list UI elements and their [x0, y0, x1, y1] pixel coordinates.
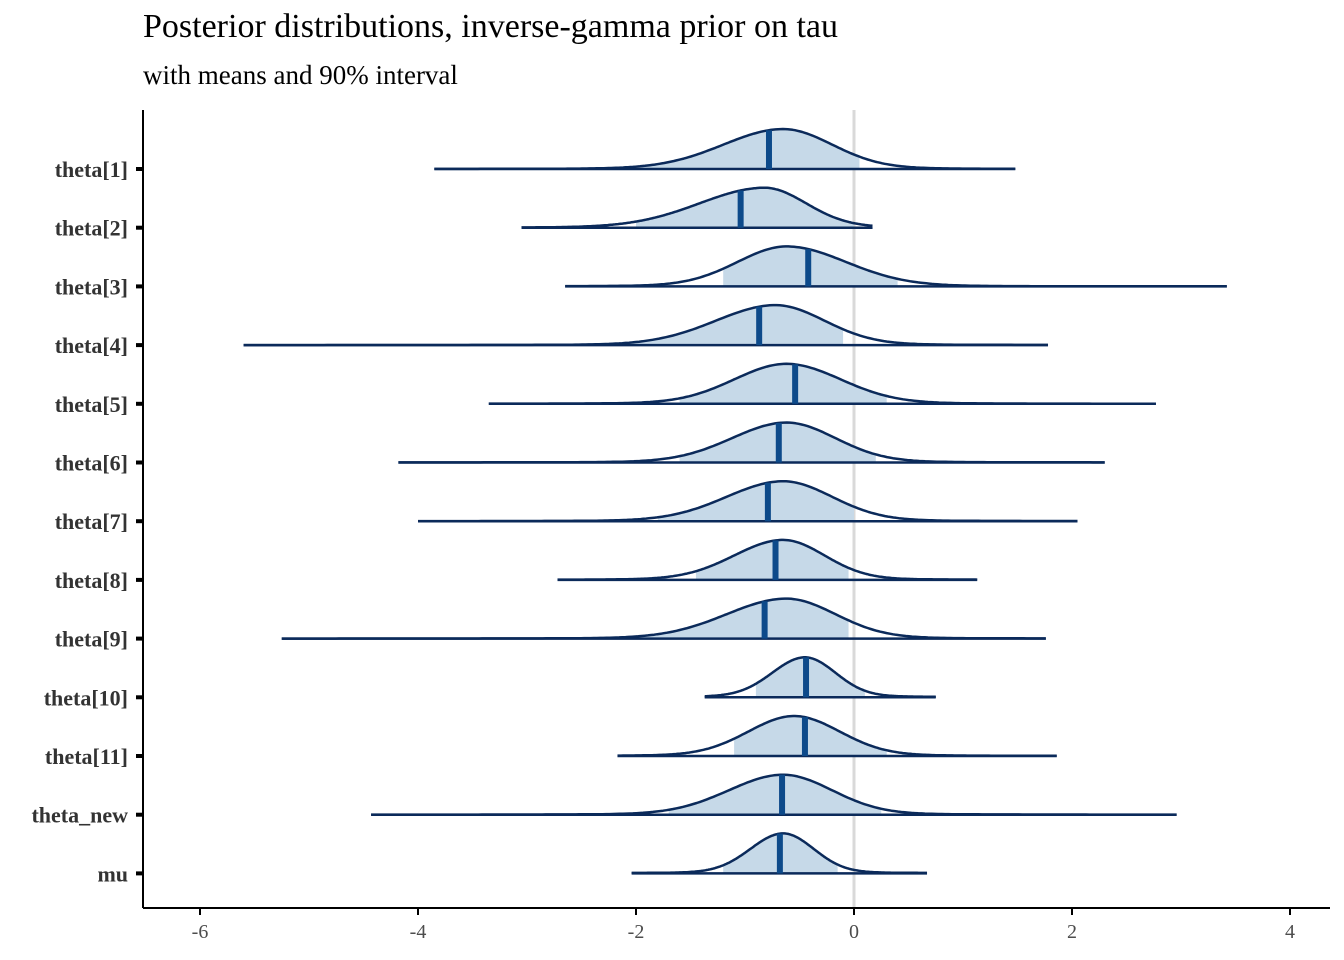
interval-90-fill — [668, 774, 882, 815]
chart-title: Posterior distributions, inverse-gamma p… — [143, 8, 838, 45]
y-tick-label: theta[6] — [55, 451, 128, 476]
y-tick-label: theta[1] — [55, 157, 128, 182]
ridge-theta-new — [371, 773, 1177, 816]
ridge-theta8 — [557, 538, 978, 582]
interval-90-fill — [625, 305, 844, 346]
x-tick-label: 2 — [1067, 921, 1077, 943]
y-tick-label: mu — [97, 861, 128, 886]
x-tick-label: -4 — [410, 921, 427, 943]
ridge-theta5 — [488, 362, 1156, 406]
y-tick-label: theta[8] — [55, 568, 128, 593]
y-tick-label: theta[3] — [55, 274, 128, 299]
interval-90-fill — [755, 657, 865, 698]
y-tick-label: theta[7] — [55, 509, 128, 534]
interval-90-fill — [641, 129, 860, 169]
x-tick-label: -6 — [192, 921, 209, 943]
interval-90-fill — [679, 363, 887, 404]
ridge-theta10 — [704, 656, 937, 699]
ridge-theta11 — [617, 714, 1057, 758]
ridge-theta7 — [418, 479, 1078, 523]
interval-90-fill — [657, 481, 854, 522]
y-tick-label: theta[5] — [55, 392, 128, 417]
ridge-theta9 — [281, 597, 1046, 640]
y-tick-label: theta_new — [31, 803, 128, 828]
chart-subtitle: with means and 90% interval — [143, 60, 458, 90]
ridge-theta4 — [243, 303, 1049, 347]
interval-90-fill — [636, 187, 854, 228]
interval-90-fill — [695, 539, 849, 580]
x-tick-label: 0 — [849, 921, 859, 943]
density-curve — [281, 597, 1046, 640]
y-tick-label: theta[4] — [55, 333, 128, 358]
ridge-theta6 — [398, 421, 1105, 464]
ridge-theta1 — [434, 127, 1016, 171]
y-tick-label: theta[11] — [45, 744, 128, 769]
y-tick-label: theta[2] — [55, 216, 128, 241]
ridge-theta3 — [565, 245, 1227, 288]
y-tick-label: theta[10] — [44, 685, 128, 710]
density-curve — [243, 303, 1048, 347]
ridge-theta2 — [521, 186, 873, 229]
x-tick-label: -2 — [628, 921, 645, 943]
y-tick-label: theta[9] — [55, 627, 128, 652]
ridge-mu — [631, 832, 928, 875]
x-tick-label: 4 — [1285, 921, 1295, 943]
interval-90-fill — [734, 716, 887, 756]
